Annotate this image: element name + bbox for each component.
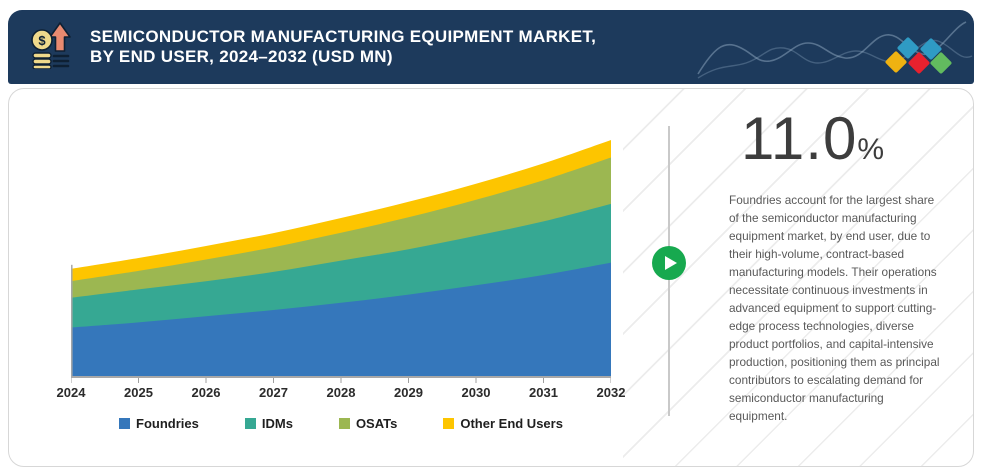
stacked-area-chart: [71, 140, 611, 383]
logo-diamond: [920, 38, 942, 60]
x-axis-label-2028: 2028: [326, 385, 356, 400]
legend-swatch: [244, 418, 256, 429]
stat-description: Foundries account for the largest share …: [729, 193, 940, 423]
x-axis-labels: 2024 2025 2026 2027 2028 2029 2030 2031 2032: [57, 385, 626, 403]
legend-label: Foundries: [136, 416, 199, 431]
content-card: 2024 2025 2026 2027 2028 2029 2030 2031 2032 Fou…: [8, 88, 974, 467]
x-axis-label-2030: 2030: [461, 385, 491, 400]
logo-diamond: [930, 52, 952, 74]
cagr-unit: %: [857, 133, 885, 166]
logo-diamonds: [885, 37, 952, 74]
x-axis-label-2025: 2025: [124, 385, 153, 400]
cagr-value-row: 11.0%: [729, 109, 954, 169]
x-axis-label-2032: 2032: [596, 385, 626, 400]
legend-label: IDMs: [261, 416, 293, 431]
x-axis-label-2029: 2029: [394, 385, 423, 400]
logo-diamond: [908, 52, 930, 74]
x-axis-label-2027: 2027: [259, 385, 288, 400]
page-title: SEMICONDUCTOR MANUFACTURING EQUIPMENT MA…: [90, 27, 596, 67]
legend-label: OSATs: [355, 416, 398, 431]
chart-legend: Foundries IDMs OSATs Other End Users: [49, 416, 633, 431]
play-button[interactable]: [652, 246, 686, 280]
logo-diamond: [897, 37, 919, 59]
x-axis-label-2031: 2031: [529, 385, 558, 400]
legend-item-osats: OSATs: [338, 416, 398, 431]
legend-swatch: [443, 418, 455, 429]
stat-panel: 11.0% Foundries account for the largest …: [729, 109, 954, 425]
legend-label: Other End Users: [460, 416, 563, 431]
x-axis-label-2024: 2024: [56, 385, 86, 400]
x-axis-label-2026: 2026: [191, 385, 221, 400]
logo-diamond: [885, 51, 907, 73]
area-foundries: [71, 262, 611, 376]
page-title-line2: BY END USER, 2024–2032 (USD MN): [90, 47, 393, 66]
legend-item-idms: IDMs: [244, 416, 293, 431]
svg-text:$: $: [38, 33, 46, 48]
coins-growth-icon: $: [30, 21, 74, 74]
legend-swatch: [338, 418, 350, 429]
legend-swatch: [119, 418, 131, 429]
legend-item-other-end-users: Other End Users: [443, 416, 563, 431]
cagr-value: 11.0: [741, 105, 858, 172]
header-banner: $ SEMICONDUCTOR MANUFACTURING EQUIPMENT …: [8, 10, 974, 84]
play-icon: [665, 256, 677, 270]
legend-item-foundries: Foundries: [119, 416, 199, 431]
page-title-line1: SEMICONDUCTOR MANUFACTURING EQUIPMENT MA…: [90, 27, 597, 46]
